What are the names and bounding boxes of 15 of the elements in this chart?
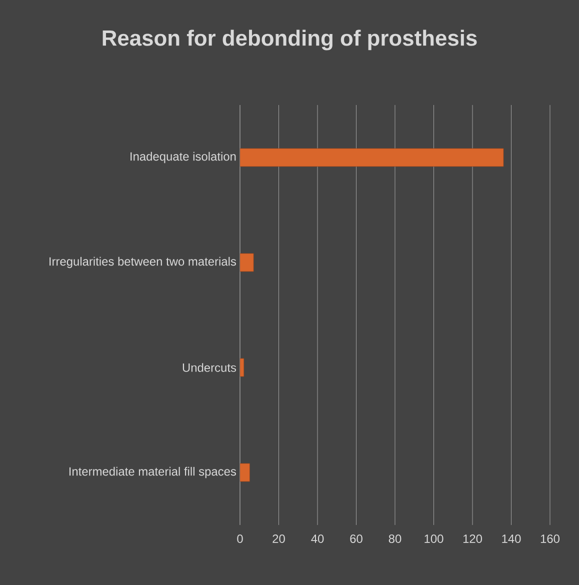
x-tick-label: 100: [424, 534, 444, 543]
x-tick-label: 20: [272, 534, 285, 543]
chart-title: Reason for debonding of prosthesis: [102, 30, 477, 50]
x-tick-label: 140: [502, 534, 521, 543]
x-tick-label: 120: [463, 534, 482, 543]
bar: [240, 148, 504, 167]
y-tick-label: Intermediate material fill spaces: [69, 466, 236, 478]
y-tick-label: Irregularities between two materials: [50, 256, 236, 268]
x-tick-label: 80: [388, 534, 402, 543]
y-tick-label: Undercuts: [182, 363, 236, 372]
x-tick-label: 160: [540, 534, 560, 543]
y-tick-label: Inadequate isolation: [130, 152, 236, 164]
x-tick-label: 40: [311, 534, 324, 543]
x-tick-label: 60: [350, 534, 362, 543]
x-tick-label: 0: [237, 534, 243, 543]
